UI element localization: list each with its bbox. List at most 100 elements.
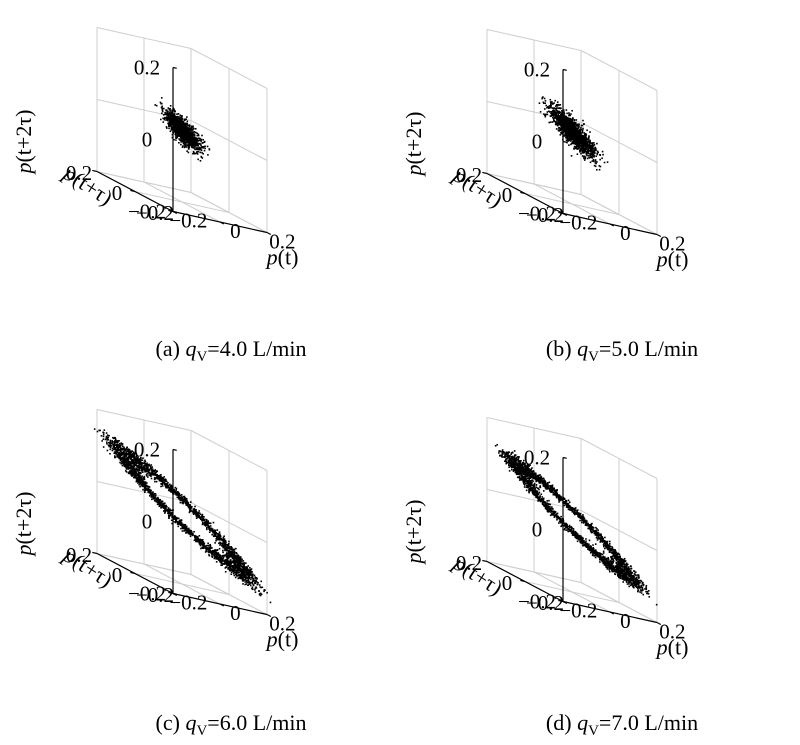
y-tick (130, 189, 136, 193)
scatter-point (585, 153, 588, 156)
scatter-point (200, 138, 203, 141)
scatter-point (154, 480, 156, 483)
scatter-point (179, 121, 182, 123)
scatter-point (206, 145, 209, 148)
scatter-point (195, 513, 197, 515)
scatter-point (583, 137, 585, 140)
scatter-point (182, 126, 185, 129)
scatter-point (150, 477, 153, 480)
scatter-point (573, 127, 576, 129)
scatter-point (541, 97, 543, 100)
scatter-point (196, 153, 199, 155)
scatter-point (144, 481, 147, 483)
scatter-point (236, 567, 239, 570)
scatter-point (170, 126, 173, 129)
scatter-point (252, 588, 254, 591)
scatter-point (603, 161, 606, 164)
scatter-point (587, 152, 589, 154)
scatter-point (599, 158, 601, 161)
scatter-point (147, 468, 149, 470)
scatter-point (238, 564, 241, 566)
scatter-point (570, 136, 573, 139)
scatter-point (186, 504, 189, 507)
scatter-point (589, 131, 591, 133)
scatter-point (193, 127, 195, 130)
scatter-point (591, 149, 594, 152)
scatter-point (576, 134, 578, 136)
panel-caption: (a) qV=4.0 L/min (156, 336, 307, 365)
scatter-point (570, 120, 572, 123)
scatter-point (587, 136, 590, 139)
scatter-point (167, 489, 170, 492)
scatter-point (586, 148, 589, 151)
scatter-point (162, 117, 164, 120)
z-tick (172, 210, 177, 213)
scatter-point (231, 548, 233, 551)
scatter-point (594, 160, 597, 162)
scatter-point (553, 112, 556, 114)
scatter-point (556, 110, 559, 112)
scatter-point (207, 154, 209, 156)
sidewall-gridline (580, 122, 658, 163)
floor-gridline (486, 173, 582, 195)
scatter-point (177, 135, 179, 137)
scatter-point (556, 101, 559, 103)
scatter-point (155, 471, 158, 474)
scatter-point (191, 134, 194, 136)
scatter-point (183, 495, 186, 498)
scatter-point (562, 138, 564, 141)
scatter-point (135, 468, 137, 471)
scatter-point (155, 499, 157, 501)
scatter-point (234, 559, 236, 562)
scatter-point (132, 466, 135, 469)
scatter-point (128, 464, 130, 467)
scatter-point (589, 150, 592, 152)
scatter-point (586, 157, 589, 160)
scatter-point (116, 455, 118, 458)
scatter-point (195, 144, 198, 147)
z-tick-label: 0 (532, 130, 543, 154)
scatter-point (585, 139, 587, 142)
scatter-point (143, 469, 146, 471)
scatter-point (557, 107, 560, 110)
scatter-point (223, 546, 225, 549)
scatter-point (184, 124, 186, 127)
scatter-point (590, 153, 592, 155)
scatter-point (181, 522, 183, 525)
scatter-point (140, 478, 143, 481)
scatter-point (168, 487, 171, 490)
scatter-point (553, 107, 555, 110)
scatter-point (577, 148, 579, 150)
scatter-point (171, 109, 173, 112)
scatter-point (171, 488, 174, 490)
scatter-point (232, 560, 234, 563)
scatter-point (577, 130, 580, 132)
scatter-point (561, 126, 564, 129)
scatter-point (177, 132, 179, 134)
scatter-point (165, 113, 167, 116)
scatter-point (168, 108, 171, 110)
scatter-point (175, 131, 177, 133)
scatter-point (216, 556, 219, 558)
scatter-point (539, 111, 542, 113)
scatter-point (147, 476, 149, 478)
scatter-point (560, 129, 562, 131)
scatter-point (579, 139, 581, 141)
scatter-point (181, 530, 184, 532)
scatter-point (183, 119, 186, 121)
scatter-point (593, 148, 595, 150)
scatter-point (155, 477, 158, 479)
z-tick (562, 68, 567, 71)
scatter-point (180, 139, 183, 142)
scatter-point (162, 510, 165, 512)
scatter-point (186, 120, 189, 123)
scatter-point (175, 128, 178, 130)
scatter-point (165, 109, 168, 111)
scatter-point (165, 480, 168, 483)
scatter-point (176, 124, 179, 127)
scatter-point (139, 466, 141, 468)
scatter-point (572, 140, 575, 143)
scatter-point (191, 136, 194, 139)
scatter-point (196, 143, 198, 146)
scatter-point (115, 445, 118, 447)
